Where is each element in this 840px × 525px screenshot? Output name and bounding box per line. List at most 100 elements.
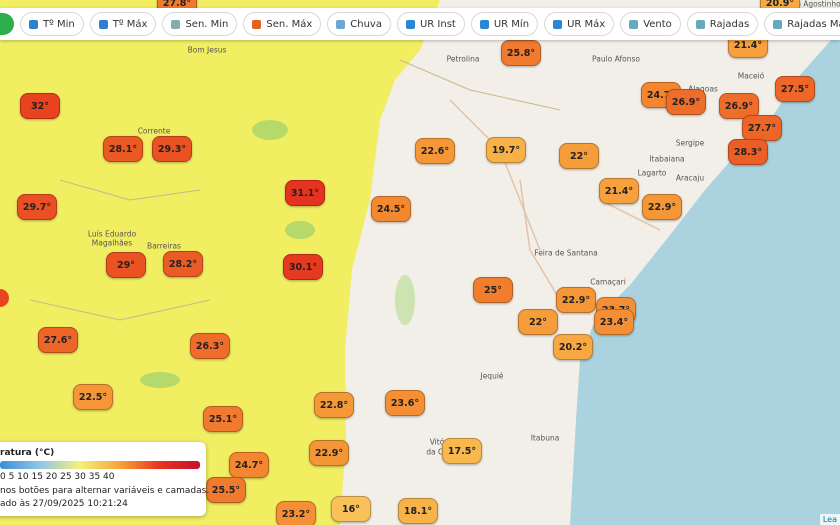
temperature-marker[interactable]: 29° bbox=[106, 252, 146, 278]
button-icon bbox=[773, 19, 783, 29]
place-label: Bom Jesus bbox=[187, 45, 227, 55]
place-label: Petrolina bbox=[446, 54, 480, 64]
legend: ratura (°C) 0 5 10 15 20 25 30 35 40 nos… bbox=[0, 442, 210, 516]
button-label: Rajadas Max bbox=[787, 18, 840, 30]
toolbar-button[interactable]: Tº Máx bbox=[89, 12, 157, 36]
toolbar-button[interactable]: UR Máx bbox=[544, 12, 615, 36]
button-label: Chuva bbox=[350, 18, 382, 30]
button-label: UR Inst bbox=[419, 18, 456, 30]
button-label: Tº Min bbox=[43, 18, 75, 30]
temperature-marker[interactable]: 29.3° bbox=[152, 136, 192, 162]
place-label: Alagoas bbox=[688, 84, 718, 94]
temperature-marker[interactable]: 20.2° bbox=[553, 334, 593, 360]
button-label: UR Mín bbox=[493, 18, 530, 30]
place-label: Feira de Santana bbox=[534, 248, 598, 258]
temperature-marker[interactable]: 22.9° bbox=[309, 440, 349, 466]
temperature-marker[interactable]: 25.5° bbox=[206, 477, 246, 503]
button-icon bbox=[171, 19, 181, 29]
place-label: Itabaiana bbox=[649, 154, 685, 164]
toolbar-button[interactable]: Sen. Min bbox=[162, 12, 238, 36]
toolbar-button[interactable]: UR Mín bbox=[470, 12, 539, 36]
button-label: Sen. Min bbox=[185, 18, 229, 30]
toolbar-button[interactable]: Rajadas Max bbox=[764, 12, 840, 36]
button-icon bbox=[98, 19, 108, 29]
place-label: da Co bbox=[426, 447, 448, 457]
temperature-marker[interactable]: 28.3° bbox=[728, 139, 768, 165]
place-label: Lagarto bbox=[637, 168, 667, 178]
temperature-marker[interactable]: 16° bbox=[331, 496, 371, 522]
place-label: Vitó bbox=[429, 437, 445, 447]
temperature-marker[interactable]: 27.5° bbox=[775, 76, 815, 102]
status-dot bbox=[0, 13, 14, 35]
toolbar-button[interactable]: UR Inst bbox=[396, 12, 465, 36]
toolbar-button[interactable]: Rajadas bbox=[686, 12, 759, 36]
temperature-marker[interactable]: 28.1° bbox=[103, 136, 143, 162]
temperature-marker[interactable]: 29.7° bbox=[17, 194, 57, 220]
temperature-marker[interactable]: 23.6° bbox=[385, 390, 425, 416]
temperature-marker[interactable]: 22.5° bbox=[73, 384, 113, 410]
temperature-marker[interactable]: 25.1° bbox=[203, 406, 243, 432]
legend-hint: nos botões para alternar variáveis e cam… bbox=[0, 486, 210, 496]
temperature-marker[interactable]: 23.4° bbox=[594, 309, 634, 335]
temperature-marker[interactable]: 26.9° bbox=[719, 93, 759, 119]
temperature-marker[interactable]: 22.8° bbox=[314, 392, 354, 418]
temperature-marker[interactable]: 19.7° bbox=[486, 137, 526, 163]
temperature-marker[interactable]: 22° bbox=[518, 309, 558, 335]
legend-gradient bbox=[0, 461, 200, 469]
place-label: Barreiras bbox=[147, 241, 181, 251]
temperature-marker[interactable]: 22.9° bbox=[642, 194, 682, 220]
place-label: Luís Eduardo bbox=[87, 229, 137, 239]
temperature-marker[interactable]: 24.5° bbox=[371, 196, 411, 222]
button-icon bbox=[553, 19, 563, 29]
toolbar-button[interactable]: Sen. Máx bbox=[243, 12, 322, 36]
place-label: Corrente bbox=[137, 126, 171, 136]
temperature-marker[interactable]: 27.7° bbox=[742, 115, 782, 141]
temperature-marker[interactable]: 23.2° bbox=[276, 501, 316, 525]
temperature-marker[interactable]: 26.3° bbox=[190, 333, 230, 359]
toolbar-button[interactable]: Chuva bbox=[327, 12, 391, 36]
place-label: Santo Agostinho bbox=[779, 0, 840, 9]
attribution[interactable]: Lea bbox=[819, 514, 840, 525]
button-icon bbox=[695, 19, 705, 29]
toolbar: Tº Min Tº Máx Sen. Min Sen. Máx Chuva UR Inst… bbox=[0, 8, 840, 40]
toolbar-button[interactable]: Vento bbox=[620, 12, 681, 36]
temperature-marker[interactable]: 22.9° bbox=[556, 287, 596, 313]
place-label: Aracaju bbox=[675, 173, 705, 183]
legend-title: ratura (°C) bbox=[0, 448, 55, 458]
place-label: Maceió bbox=[737, 71, 765, 81]
legend-updated: ado às 27/09/2025 10:21:24 bbox=[0, 499, 128, 509]
button-icon bbox=[629, 19, 639, 29]
temperature-marker[interactable]: 25° bbox=[473, 277, 513, 303]
temperature-marker[interactable]: 26.9° bbox=[666, 89, 706, 115]
button-label: UR Máx bbox=[567, 18, 606, 30]
legend-scale: 0 5 10 15 20 25 30 35 40 bbox=[0, 472, 115, 482]
temperature-marker[interactable]: 24.7° bbox=[229, 452, 269, 478]
place-label: Itabuna bbox=[530, 433, 560, 443]
temperature-marker[interactable]: 18.1° bbox=[398, 498, 438, 524]
temperature-marker[interactable]: 32° bbox=[20, 93, 60, 119]
button-label: Sen. Máx bbox=[266, 18, 313, 30]
place-label: Magalhães bbox=[91, 238, 133, 248]
temperature-marker[interactable]: 30.1° bbox=[283, 254, 323, 280]
button-label: Tº Máx bbox=[112, 18, 148, 30]
button-icon bbox=[479, 19, 489, 29]
toolbar-button[interactable]: Tº Min bbox=[20, 12, 84, 36]
place-label: Paulo Afonso bbox=[592, 54, 640, 64]
temperature-marker[interactable]: 22° bbox=[559, 143, 599, 169]
temperature-marker[interactable]: 21.4° bbox=[599, 178, 639, 204]
temperature-marker[interactable]: 31.1° bbox=[285, 180, 325, 206]
button-label: Rajadas bbox=[709, 18, 750, 30]
place-label: Sergipe bbox=[675, 138, 705, 148]
button-icon bbox=[252, 19, 262, 29]
place-label: Jequié bbox=[480, 371, 504, 381]
temperature-marker[interactable]: 17.5° bbox=[442, 438, 482, 464]
place-label: Camaçari bbox=[590, 277, 626, 287]
temperature-marker[interactable]: 28.2° bbox=[163, 251, 203, 277]
temperature-marker[interactable]: 22.6° bbox=[415, 138, 455, 164]
button-icon bbox=[405, 19, 415, 29]
button-label: Vento bbox=[643, 18, 672, 30]
button-icon bbox=[29, 19, 38, 29]
temperature-marker[interactable]: 25.8° bbox=[501, 40, 541, 66]
temperature-marker[interactable]: 27.6° bbox=[38, 327, 78, 353]
